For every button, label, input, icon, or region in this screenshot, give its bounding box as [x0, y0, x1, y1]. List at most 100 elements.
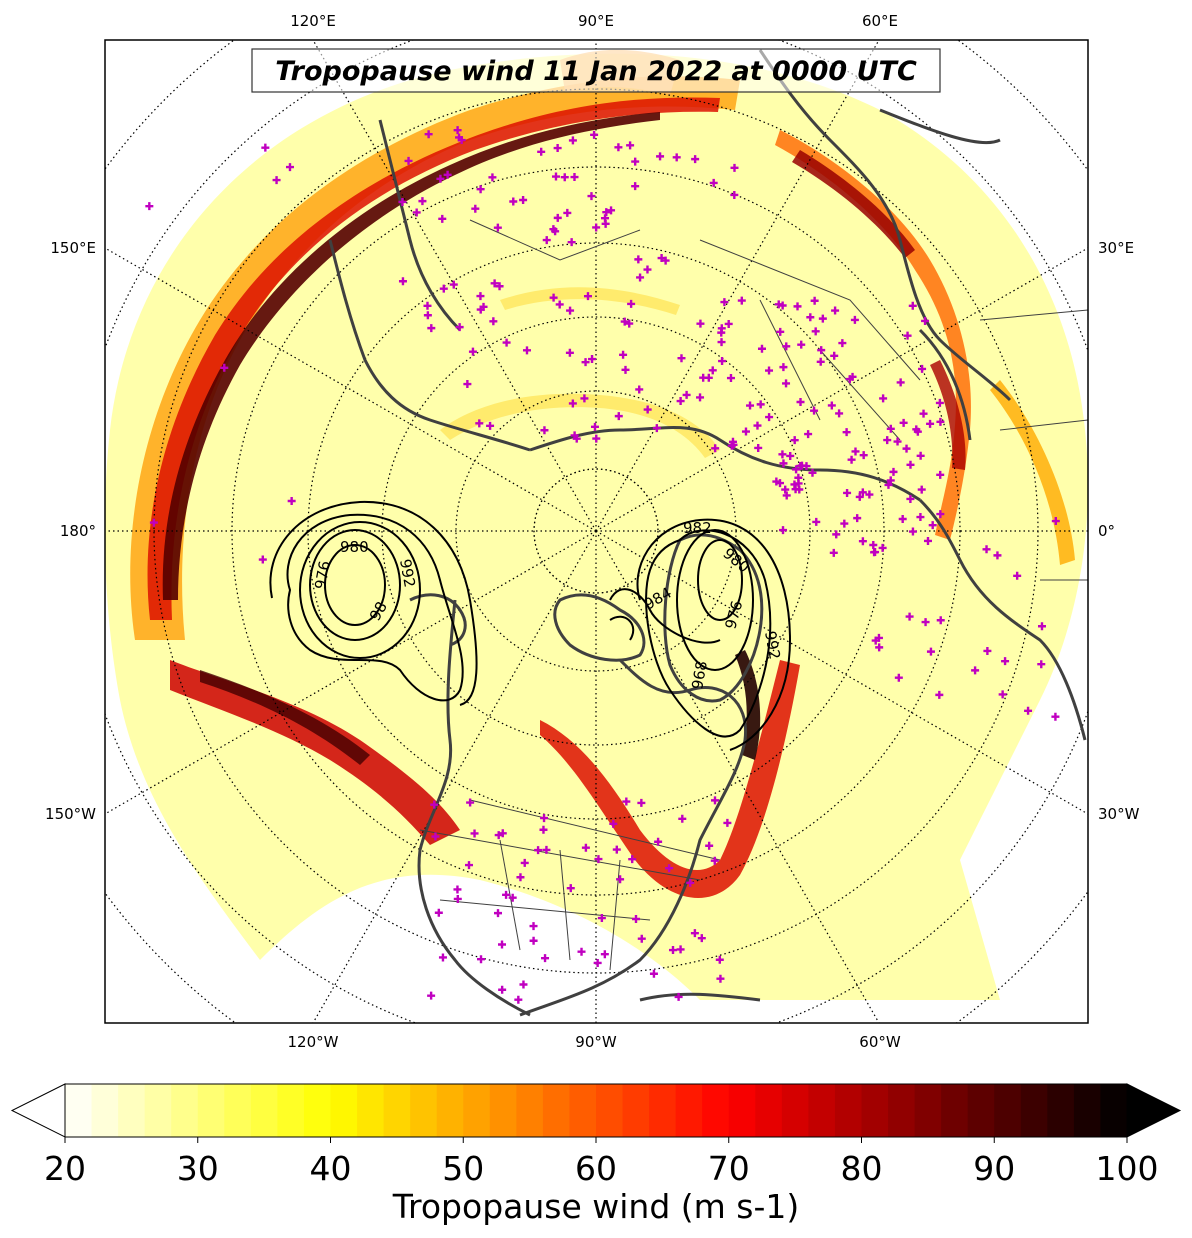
station-marker	[879, 394, 888, 403]
political-borders	[419, 219, 1088, 971]
station-marker	[724, 319, 733, 328]
station-marker	[628, 855, 637, 864]
station-marker	[261, 143, 270, 152]
station-marker	[838, 339, 847, 348]
station-marker	[470, 829, 479, 838]
station-marker	[514, 995, 523, 1004]
station-marker	[720, 298, 729, 307]
station-marker	[539, 825, 548, 834]
station-marker	[626, 141, 635, 150]
station-marker	[935, 690, 944, 699]
station-marker	[851, 447, 860, 456]
station-marker	[716, 974, 725, 983]
station-marker	[811, 327, 820, 336]
station-marker	[427, 991, 436, 1000]
station-marker	[786, 451, 795, 460]
colorbar-cell	[728, 1084, 756, 1137]
station-marker	[756, 400, 765, 409]
station-marker	[677, 354, 686, 363]
station-marker	[928, 521, 937, 530]
pressure-contours	[269, 500, 792, 751]
station-marker	[572, 434, 581, 443]
station-marker	[508, 893, 517, 902]
station-marker	[715, 955, 724, 964]
station-marker	[903, 331, 912, 340]
station-marker	[149, 518, 158, 527]
station-marker	[631, 157, 640, 166]
colorbar-cell	[1020, 1084, 1048, 1137]
station-marker	[490, 279, 499, 288]
station-marker	[878, 543, 887, 552]
station-marker	[894, 673, 903, 682]
colorbar-cell	[171, 1084, 199, 1137]
colorbar-cell	[91, 1084, 119, 1137]
contour-label: 980	[340, 538, 369, 556]
station-marker	[553, 213, 562, 222]
station-marker	[592, 223, 601, 232]
station-marker	[870, 548, 879, 557]
station-marker	[871, 636, 880, 645]
station-marker	[555, 300, 564, 309]
lon-label-right: 30°E	[1098, 239, 1134, 257]
station-marker	[686, 878, 695, 887]
station-marker	[621, 365, 630, 374]
station-marker	[810, 406, 819, 415]
station-marker	[776, 479, 785, 488]
station-marker	[438, 953, 447, 962]
station-marker	[614, 143, 623, 152]
colorbar-cell	[224, 1084, 252, 1137]
colorbar-cell	[861, 1084, 889, 1137]
station-marker	[398, 277, 407, 286]
station-marker	[709, 178, 718, 187]
colorbar-cell	[436, 1084, 464, 1137]
station-marker	[258, 555, 267, 564]
station-marker	[494, 909, 503, 918]
station-marker	[398, 197, 407, 206]
station-marker	[542, 236, 551, 245]
colorbar-cell	[649, 1084, 677, 1137]
station-marker	[1037, 622, 1046, 631]
colorbar-cell	[277, 1084, 305, 1137]
colorbar-cell	[489, 1084, 517, 1137]
station-marker	[840, 519, 849, 528]
station-marker	[905, 612, 914, 621]
station-marker	[443, 170, 452, 179]
title-box: Tropopause wind 11 Jan 2022 at 0000 UTC	[251, 48, 941, 93]
station-marker	[566, 306, 575, 315]
contour-label: 976	[311, 559, 334, 590]
station-marker	[850, 315, 859, 324]
lon-label-left: 150°W	[45, 805, 96, 823]
station-marker	[765, 366, 774, 375]
station-marker	[778, 301, 787, 310]
station-marker	[765, 413, 774, 422]
lon-label-left: 150°E	[50, 239, 96, 257]
station-marker	[522, 346, 531, 355]
station-marker	[587, 192, 596, 201]
contour-label: 982	[683, 519, 712, 537]
station-marker	[902, 444, 911, 453]
station-marker	[710, 796, 719, 805]
station-marker	[936, 510, 945, 519]
station-marker	[835, 409, 844, 418]
station-marker	[776, 327, 785, 336]
station-marker	[434, 908, 443, 917]
station-marker	[682, 390, 691, 399]
colorbar-extend-low	[10, 1083, 66, 1138]
station-marker	[936, 470, 945, 479]
station-marker	[592, 434, 601, 443]
station-marker	[858, 488, 867, 497]
station-marker	[718, 357, 727, 366]
station-marker	[529, 922, 538, 931]
station-marker	[804, 430, 813, 439]
station-marker	[1013, 571, 1022, 580]
colorbar-label: Tropopause wind (m s-1)	[392, 1187, 800, 1226]
colorbar-cell	[250, 1084, 278, 1137]
station-marker	[540, 814, 549, 823]
colorbar: 20 30 40 50 60 70 80 90 100 Tropopause wind (m s…	[10, 1083, 1182, 1226]
station-marker	[616, 875, 625, 884]
colorbar-tick-label: 90	[973, 1149, 1015, 1188]
lon-label-top: 90°E	[578, 12, 614, 30]
station-marker	[563, 208, 572, 217]
station-marker	[464, 861, 473, 870]
station-marker	[754, 443, 763, 452]
